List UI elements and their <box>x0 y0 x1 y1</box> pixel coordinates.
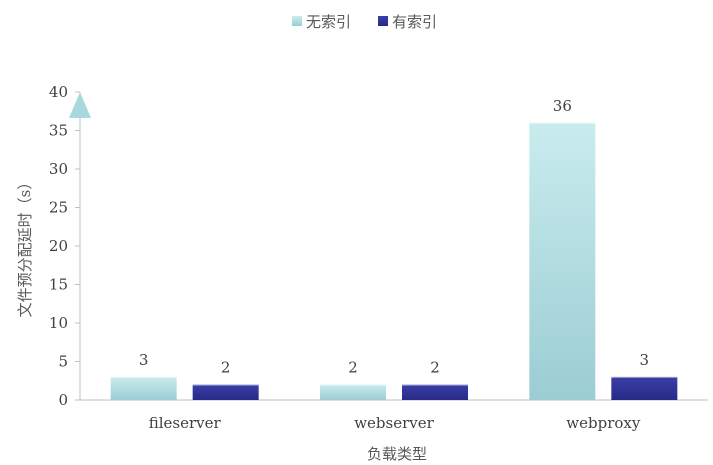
bar-2 <box>402 384 468 400</box>
y-tick-label: 40 <box>49 83 68 101</box>
data-labels: 3 2 2 2 36 3 <box>139 97 649 377</box>
y-axis-arrow <box>69 92 91 118</box>
legend-swatch-series-1 <box>292 16 302 26</box>
bar-1 <box>529 122 596 401</box>
data-label: 3 <box>640 351 650 369</box>
data-label: 3 <box>139 351 149 369</box>
legend-swatch-series-2 <box>378 16 388 26</box>
y-tick-label: 30 <box>49 160 68 178</box>
y-tick-label: 20 <box>49 237 68 255</box>
data-label: 2 <box>348 359 358 377</box>
data-label: 2 <box>430 359 440 377</box>
data-label: 36 <box>553 97 572 115</box>
x-tick-label: fileserver <box>149 414 222 432</box>
bars <box>110 122 678 401</box>
data-label: 2 <box>221 359 231 377</box>
bar-1 <box>110 376 177 400</box>
y-tick-label: 0 <box>58 391 68 409</box>
y-tick-label: 5 <box>58 353 68 371</box>
y-tick-label: 10 <box>49 314 68 332</box>
x-axis-title: 负载类型 <box>367 445 427 463</box>
legend: 无索引 有索引 <box>292 13 437 31</box>
y-axis-title: 文件预分配延时（s） <box>16 175 34 318</box>
bar-2 <box>611 376 678 400</box>
legend-label-series-2: 有索引 <box>392 13 437 31</box>
bar-2 <box>192 384 259 400</box>
legend-label-series-1: 无索引 <box>306 13 351 31</box>
y-tick-label: 25 <box>49 199 68 217</box>
x-tick-label: webserver <box>354 414 434 432</box>
bar-1 <box>320 384 386 400</box>
y-tick-label: 35 <box>49 122 68 140</box>
axes: 0 5 10 15 20 25 30 35 40 fileserver webserver webpr… <box>49 83 708 432</box>
x-tick-label: webproxy <box>566 414 641 432</box>
y-tick-label: 15 <box>49 276 68 294</box>
